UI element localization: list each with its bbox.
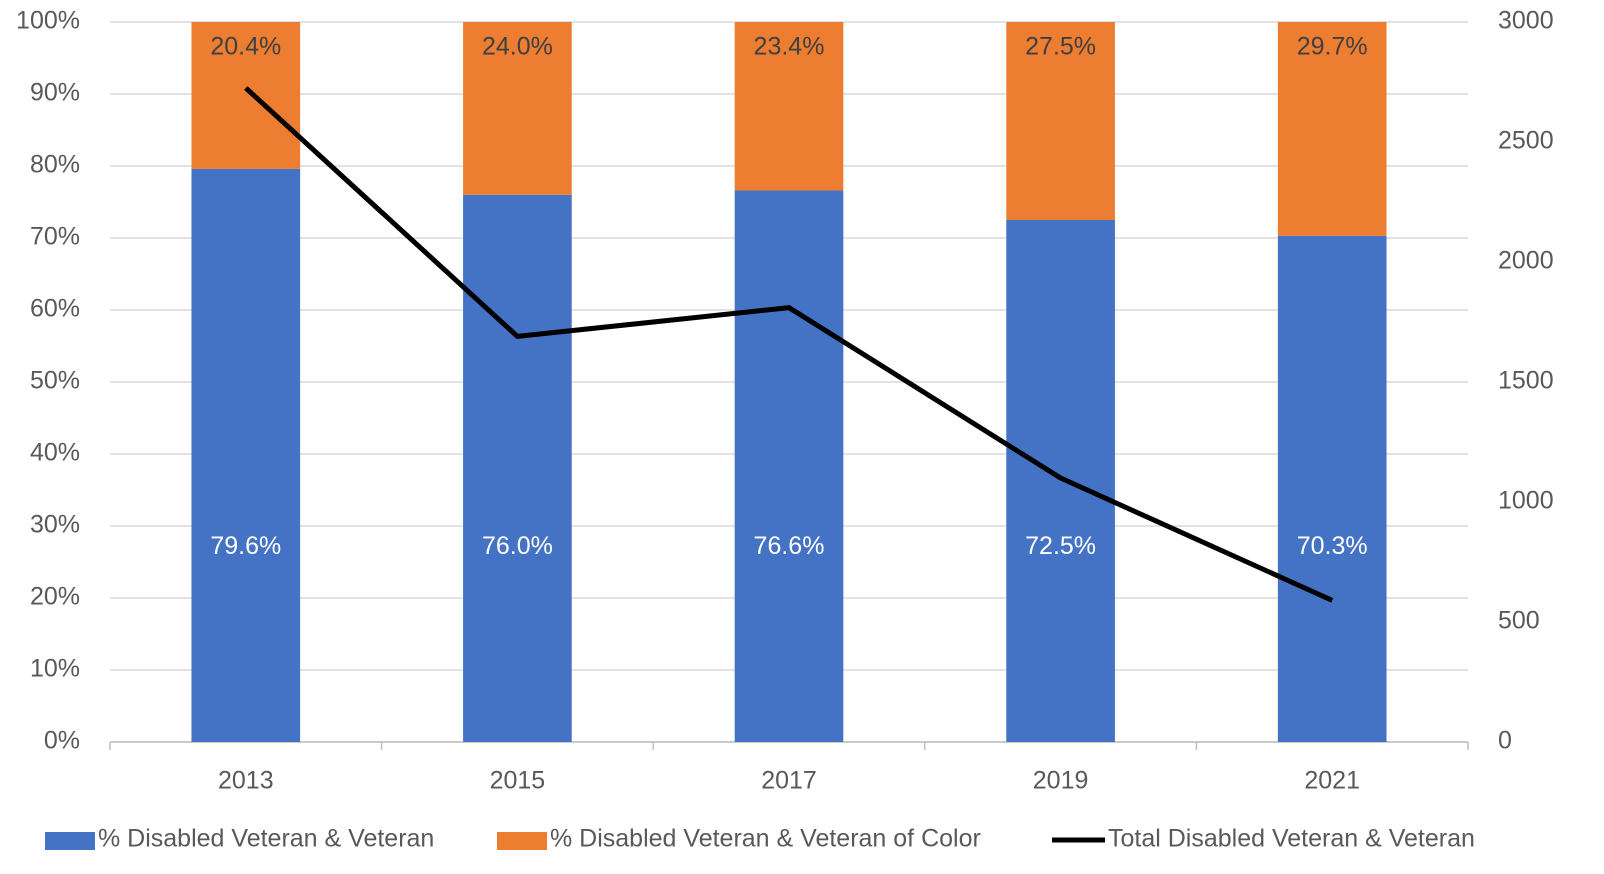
data-label: 23.4%	[754, 33, 825, 61]
y-tick-label: 0%	[44, 727, 80, 755]
data-label: 27.5%	[1025, 33, 1096, 61]
data-label: 29.7%	[1297, 33, 1368, 61]
bar-segment	[191, 168, 301, 742]
bar-segment	[1006, 220, 1115, 742]
legend-label: Total Disabled Veteran & Veteran	[1108, 825, 1475, 853]
bar-segment	[463, 22, 572, 195]
y-tick-label: 30%	[30, 511, 80, 539]
y-tick-label: 70%	[30, 223, 80, 251]
bar-segment	[1006, 22, 1115, 220]
y-tick-label: 100%	[16, 7, 80, 35]
y-tick-label: 10%	[30, 655, 80, 683]
y2-tick-label: 1000	[1498, 487, 1554, 515]
y-tick-label: 40%	[30, 439, 80, 467]
legend-swatch	[45, 832, 95, 850]
data-label: 72.5%	[1025, 532, 1096, 560]
bar-segment	[1277, 22, 1387, 236]
line-series	[244, 86, 1334, 603]
data-label: 70.3%	[1297, 532, 1368, 560]
y2-tick-label: 2500	[1498, 127, 1554, 155]
x-tick-label: 2021	[1304, 767, 1360, 795]
legend-swatch	[497, 832, 547, 850]
y2-tick-label: 1500	[1498, 367, 1554, 395]
x-tick-label: 2019	[1033, 767, 1089, 795]
y-tick-label: 80%	[30, 151, 80, 179]
bar-segment	[463, 194, 572, 743]
y2-tick-label: 3000	[1498, 7, 1554, 35]
data-label: 79.6%	[210, 532, 281, 560]
y2-tick-label: 500	[1498, 607, 1540, 635]
y2-tick-label: 0	[1498, 727, 1512, 755]
bar-segment	[734, 22, 844, 191]
x-tick-label: 2017	[761, 767, 817, 795]
bar-segment	[1277, 235, 1387, 742]
data-label: 76.6%	[754, 532, 825, 560]
bar-segment	[191, 22, 301, 169]
y-tick-label: 50%	[30, 367, 80, 395]
data-label: 24.0%	[482, 33, 553, 61]
data-label: 20.4%	[210, 33, 281, 61]
y2-tick-label: 2000	[1498, 247, 1554, 275]
data-label: 76.0%	[482, 532, 553, 560]
y-tick-label: 20%	[30, 583, 80, 611]
y-tick-label: 60%	[30, 295, 80, 323]
bar-segment	[734, 190, 844, 743]
x-tick-label: 2015	[490, 767, 546, 795]
y-tick-label: 90%	[30, 79, 80, 107]
legend-label: % Disabled Veteran & Veteran of Color	[550, 825, 981, 853]
x-tick-label: 2013	[218, 767, 274, 795]
legend-label: % Disabled Veteran & Veteran	[98, 825, 434, 853]
